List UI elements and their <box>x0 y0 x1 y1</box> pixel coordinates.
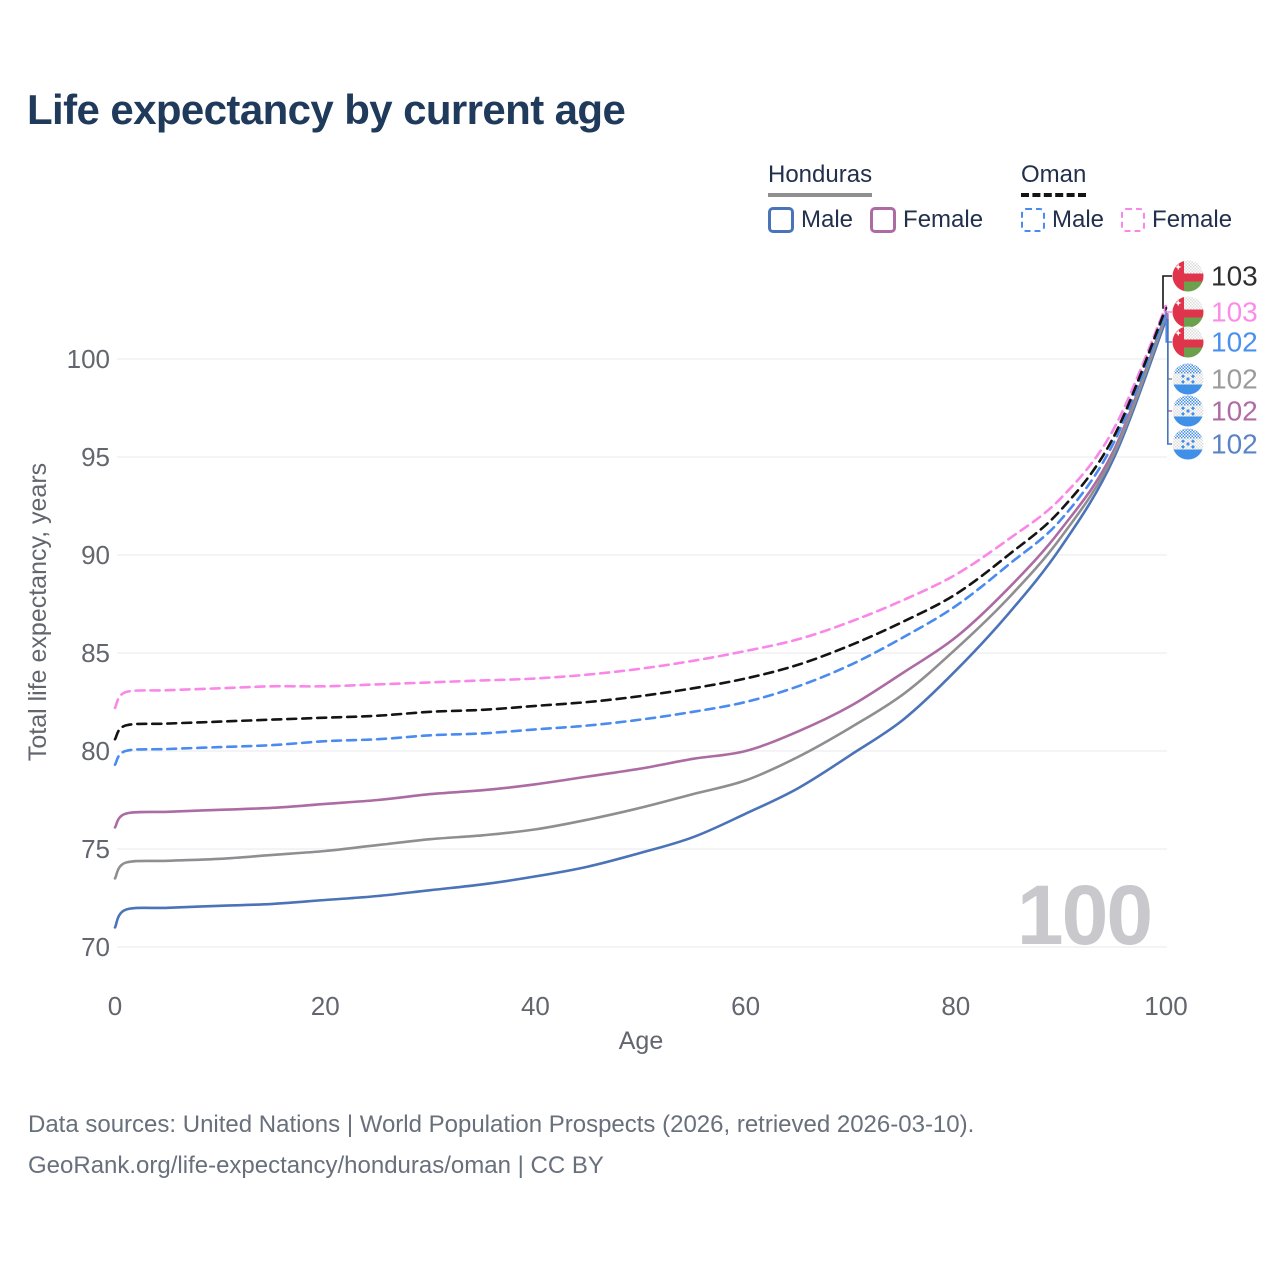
checkbox-oman-male[interactable] <box>1021 208 1045 233</box>
end-value-honduras-male: 102 <box>1211 429 1258 460</box>
legend-country-honduras: Honduras <box>768 161 873 198</box>
y-tick-100: 100 <box>67 344 110 374</box>
end-value-oman-male: 102 <box>1211 327 1258 358</box>
legend-label-oman-male[interactable]: Male <box>1052 206 1105 234</box>
series-line-oman-male <box>113 310 1168 766</box>
x-tick-0: 0 <box>108 991 122 1021</box>
series-line-honduras-female <box>113 312 1168 829</box>
x-tick-40: 40 <box>521 991 550 1021</box>
y-tick-90: 90 <box>81 540 110 570</box>
series-lines <box>113 304 1168 929</box>
y-tick-75: 75 <box>81 834 110 864</box>
series-line-oman-both <box>113 306 1168 741</box>
end-value-honduras-female: 102 <box>1211 396 1258 427</box>
x-axis-title: Age <box>619 1027 663 1055</box>
legend-label-oman-female[interactable]: Female <box>1152 206 1233 234</box>
gridlines <box>117 358 1167 948</box>
leader-line-oman-female <box>1163 305 1172 313</box>
end-value-honduras-both: 102 <box>1211 364 1258 395</box>
y-axis-title: Total life expectancy, years <box>24 463 52 761</box>
legend-country-oman: Oman <box>1021 161 1087 198</box>
leader-line-oman-male <box>1165 311 1172 343</box>
y-tick-80: 80 <box>81 736 110 766</box>
footer: Data sources: United Nations | World Pop… <box>28 1104 974 1186</box>
flag-icon-oman <box>1172 260 1204 292</box>
series-line-honduras-both <box>113 314 1168 880</box>
legend-group-oman: Oman Male Female <box>1021 161 1249 234</box>
leader-line-oman-both <box>1162 275 1172 309</box>
checkbox-honduras-female[interactable] <box>870 207 897 234</box>
legend-row-oman: Male Female <box>1021 206 1249 234</box>
x-tick-100: 100 <box>1144 991 1187 1021</box>
checkbox-oman-female[interactable] <box>1121 208 1146 233</box>
flag-icon-honduras <box>1172 428 1204 460</box>
legend-row-honduras: Male Female <box>768 206 1000 234</box>
end-value-oman-both: 103 <box>1211 261 1258 292</box>
legend-label-honduras-male[interactable]: Male <box>801 206 854 234</box>
leader-line-honduras-male <box>1166 319 1172 445</box>
flag-icon-honduras <box>1172 363 1204 395</box>
flag-icon-honduras <box>1172 395 1204 427</box>
checkbox-honduras-male[interactable] <box>768 207 794 234</box>
x-axis-tick-labels: 0 20 40 60 80 100 <box>108 991 1188 1021</box>
flag-icon-oman <box>1172 326 1204 358</box>
series-line-oman-female <box>113 304 1168 710</box>
flag-icon-oman <box>1172 296 1204 328</box>
footer-sources: Data sources: United Nations | World Pop… <box>28 1111 975 1138</box>
x-tick-80: 80 <box>941 991 970 1021</box>
y-axis-tick-labels: 70 75 80 85 90 95 100 <box>67 344 110 962</box>
footer-attribution: GeoRank.org/life-expectancy/honduras/oma… <box>28 1152 604 1179</box>
x-tick-60: 60 <box>731 991 760 1021</box>
y-tick-85: 85 <box>81 638 110 668</box>
end-value-oman-female: 103 <box>1211 297 1258 328</box>
legend-group-honduras: Honduras Male Female <box>768 161 1000 234</box>
series-line-honduras-male <box>113 318 1168 929</box>
age-watermark: 100 <box>1017 868 1151 962</box>
y-tick-95: 95 <box>81 442 110 472</box>
legend-label-honduras-female[interactable]: Female <box>903 206 984 234</box>
y-tick-70: 70 <box>81 932 110 962</box>
x-tick-20: 20 <box>311 991 340 1021</box>
page-title: Life expectancy by current age <box>27 86 626 133</box>
